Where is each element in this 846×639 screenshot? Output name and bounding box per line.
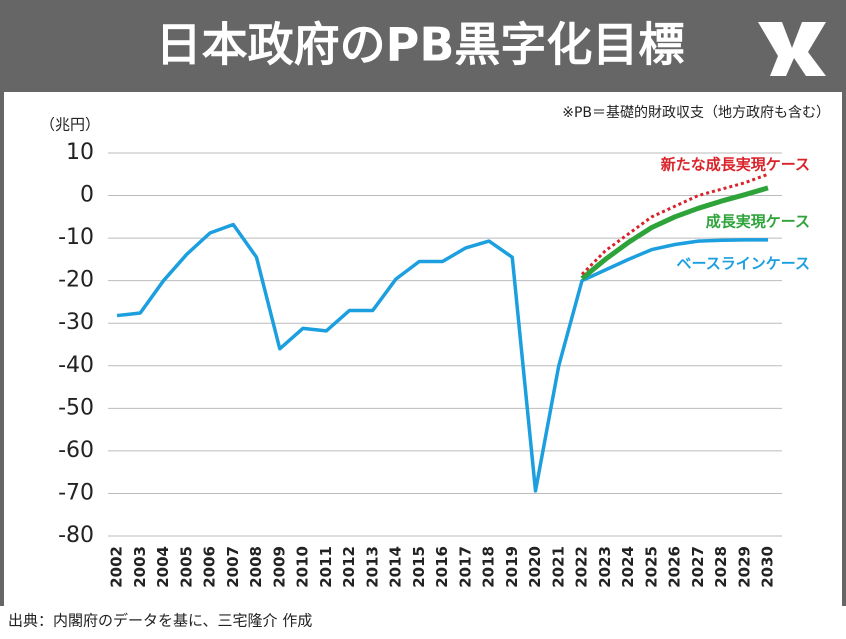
- y-tick-label: 0: [80, 183, 94, 208]
- series-line: [116, 222, 768, 493]
- footer-panel: [0, 606, 846, 635]
- y-tick-label: -30: [58, 310, 94, 335]
- x-tick-label: 2005: [177, 546, 195, 588]
- series-line: [580, 185, 769, 281]
- y-tick-label: -80: [58, 523, 94, 548]
- x-tick-label: 2030: [759, 546, 777, 588]
- x-tick-label: 2027: [689, 546, 707, 588]
- y-tick-label: -70: [58, 480, 94, 505]
- chart-title: 日本政府のPB黒字化目標: [156, 18, 685, 72]
- x-tick-label: 2024: [619, 546, 637, 588]
- x-tick-label: 2026: [666, 546, 684, 588]
- series-label: ベースラインケース: [676, 255, 810, 273]
- x-tick-label: 2008: [247, 546, 265, 588]
- x-tick-label: 2022: [573, 546, 591, 588]
- x-tick-label: 2009: [270, 546, 288, 588]
- plot-panel: [4, 92, 842, 606]
- x-tick-label: 2019: [503, 546, 521, 588]
- y-unit: （兆円）: [40, 116, 100, 134]
- y-tick-label: -60: [58, 438, 94, 463]
- x-tick-label: 2015: [410, 546, 428, 588]
- series-label: 新たな成長実現ケース: [661, 156, 810, 174]
- y-tick-label: 10: [66, 140, 94, 165]
- source: 出典：内閣府のデータを基に、三宅隆介 作成: [8, 612, 312, 630]
- x-tick-label: 2002: [108, 546, 126, 588]
- x-tick-label: 2007: [224, 546, 242, 588]
- x-tick-label: 2010: [294, 546, 312, 588]
- x-tick-label: 2006: [201, 546, 219, 588]
- x-tick-label: 2021: [549, 546, 567, 588]
- logo: [758, 22, 826, 76]
- x-tick-label: 2020: [526, 546, 544, 588]
- x-tick-label: 2029: [735, 546, 753, 588]
- x-tick-label: 2014: [387, 546, 405, 588]
- y-tick-label: -50: [58, 395, 94, 420]
- x-tick-label: 2018: [480, 546, 498, 588]
- y-tick-label: -10: [58, 225, 94, 250]
- x-tick-label: 2012: [340, 546, 358, 588]
- series-line: [580, 172, 769, 276]
- x-tick-label: 2023: [596, 546, 614, 588]
- x-tick-label: 2028: [712, 546, 730, 588]
- y-tick-label: -20: [58, 268, 94, 293]
- y-tick-label: -40: [58, 353, 94, 378]
- x-tick-label: 2017: [456, 546, 474, 588]
- x-tick-label: 2004: [154, 546, 172, 588]
- note: ※PB＝基礎的財政収支（地方政府も含む）: [562, 104, 830, 121]
- x-tick-label: 2025: [642, 546, 660, 588]
- x-tick-label: 2003: [131, 546, 149, 588]
- x-tick-label: 2011: [317, 546, 335, 588]
- series-label: 成長実現ケース: [706, 213, 810, 231]
- x-tick-label: 2013: [363, 546, 381, 588]
- x-tick-label: 2016: [433, 546, 451, 588]
